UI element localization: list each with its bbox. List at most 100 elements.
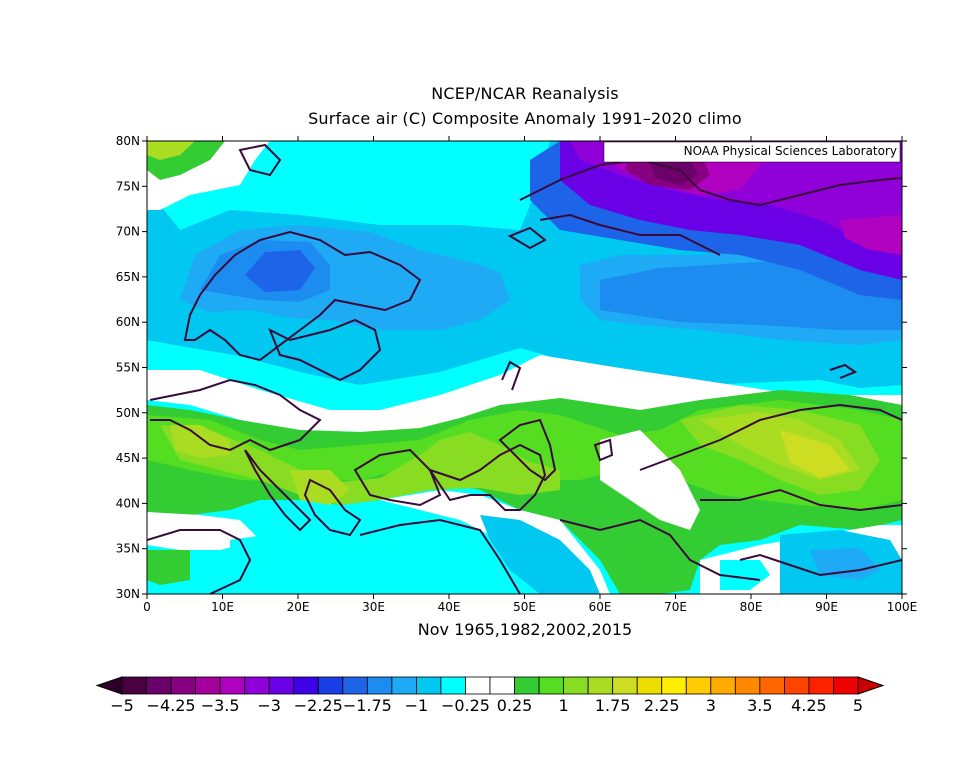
colorbar-swatch [710,676,736,695]
western-europe-coast [149,378,322,452]
x-tick-label: 60E [589,600,612,614]
y-tick-label: 30N [116,587,140,601]
colorbar-swatch [317,676,344,695]
colorbar-swatch [219,676,246,695]
colorbar-label: 4.25 [791,696,827,715]
y-tick-label: 80N [116,134,140,148]
scandinavia-coast [183,230,422,362]
lake-mark [829,363,858,379]
x-tick-label: 70E [664,600,687,614]
axes: 0 10E 20E 30E 40E 50E 60E 70E 80E 90E 100E 30N 35N 40… [116,134,918,614]
arctic-coast [519,158,902,207]
colorbar-label: −2.25 [294,696,343,715]
colorbar-label: 5 [853,696,863,715]
colorbar-swatch [759,676,785,695]
composite-years-label: Nov 1965,1982,2002,2015 [417,620,633,639]
colorbar-swatch [415,676,442,695]
anomaly-yellow-core-asia [780,430,850,478]
himalaya-border [700,488,902,512]
ural-river [501,360,522,391]
x-tick-label: 0 [143,600,151,614]
title-line-2: Surface air (C) Composite Anomaly 1991–2… [308,109,742,128]
coastlines [147,143,902,594]
x-tick-label: 100E [887,600,918,614]
anomaly-yellow-europe-1 [170,425,230,458]
colorbar-label: 0.25 [497,696,533,715]
colorbar-swatch [636,676,663,695]
psl-badge-text: NOAA Physical Sciences Laboratory [684,144,897,158]
colorbar-swatch [587,676,614,695]
colorbar-label: −5 [110,696,134,715]
colorbar-swatch [268,676,295,695]
tibet-border [739,553,902,577]
colorbar-label: −1.75 [343,696,392,715]
x-tick-label: 50E [513,600,536,614]
colorbar-swatch [563,676,589,695]
anomaly-white-caspian [600,430,700,530]
colorbar-swatch [808,676,834,695]
north-africa-coast [147,529,252,594]
svalbard-coast [238,143,282,177]
anomaly-olive-europe [160,425,560,505]
colorbar-label: −4.25 [147,696,196,715]
colorbar-arrow-right [857,676,885,695]
anomaly-field [147,141,902,594]
y-tick-label: 50N [116,406,140,420]
psl-badge: NOAA Physical Sciences Laboratory [603,141,901,163]
colorbar: −5 −4.25 −3.5 −3 −2.25 −1.75 −1 −0.25 0.25 1 1.75 2… [95,676,885,715]
anomaly-magenta-east [840,215,902,255]
colorbar-swatch [514,676,540,695]
anomaly-cyan-india [720,560,770,590]
colorbar-label: 1 [559,696,569,715]
kara-coast [539,213,721,256]
anomaly-green-africa [147,550,190,585]
colorbar-swatch [244,676,270,695]
colorbar-label: 3.5 [747,696,772,715]
colorbar-swatch [784,676,810,695]
colorbar-swatch [366,676,393,695]
colorbar-swatch [685,676,712,695]
aral-coast [593,438,614,462]
caucasus-coast [427,443,547,511]
colorbar-swatch [146,676,172,695]
y-tick-label: 40N [116,496,140,510]
colorbar-arrow-left [95,676,123,695]
y-tick-label: 45N [116,451,140,465]
caspian-coast [498,418,557,482]
novaya-coast [507,226,547,250]
colorbar-swatch [734,676,761,695]
persia-coast [559,518,761,581]
colorbar-swatch [465,676,491,695]
colorbar-label: −3.5 [201,696,240,715]
colorbar-swatch [170,676,196,695]
anomaly-blue-core-1 [245,250,315,292]
y-tick-label: 35N [116,542,140,556]
x-tick-label: 20E [287,600,310,614]
colorbar-swatch [538,676,564,695]
title-line-1: NCEP/NCAR Reanalysis [431,84,619,103]
colorbar-swatch [121,676,147,695]
colorbar-label: 3 [706,696,716,715]
y-tick-label: 60N [116,315,140,329]
black-sea-coast [353,448,442,507]
balkans-coast [303,478,362,537]
y-tick-label: 70N [116,225,140,239]
colorbar-swatch [342,676,368,695]
colorbar-label: 2.25 [644,696,680,715]
colorbar-swatch [293,676,319,695]
y-tick-label: 75N [116,179,140,193]
x-tick-label: 90E [815,600,838,614]
colorbar-swatch [833,676,859,695]
colorbar-label: −1 [405,696,429,715]
y-tick-label: 55N [116,361,140,375]
baltic-coast [268,318,382,382]
anomaly-cyan-south [230,530,560,594]
colorbar-swatch [391,676,417,695]
colorbar-label: −0.25 [441,696,490,715]
colorbar-swatch [195,676,221,695]
colorbar-swatch [612,676,638,695]
colorbar-label: −3 [257,696,281,715]
y-tick-label: 65N [116,270,140,284]
x-tick-label: 40E [438,600,461,614]
